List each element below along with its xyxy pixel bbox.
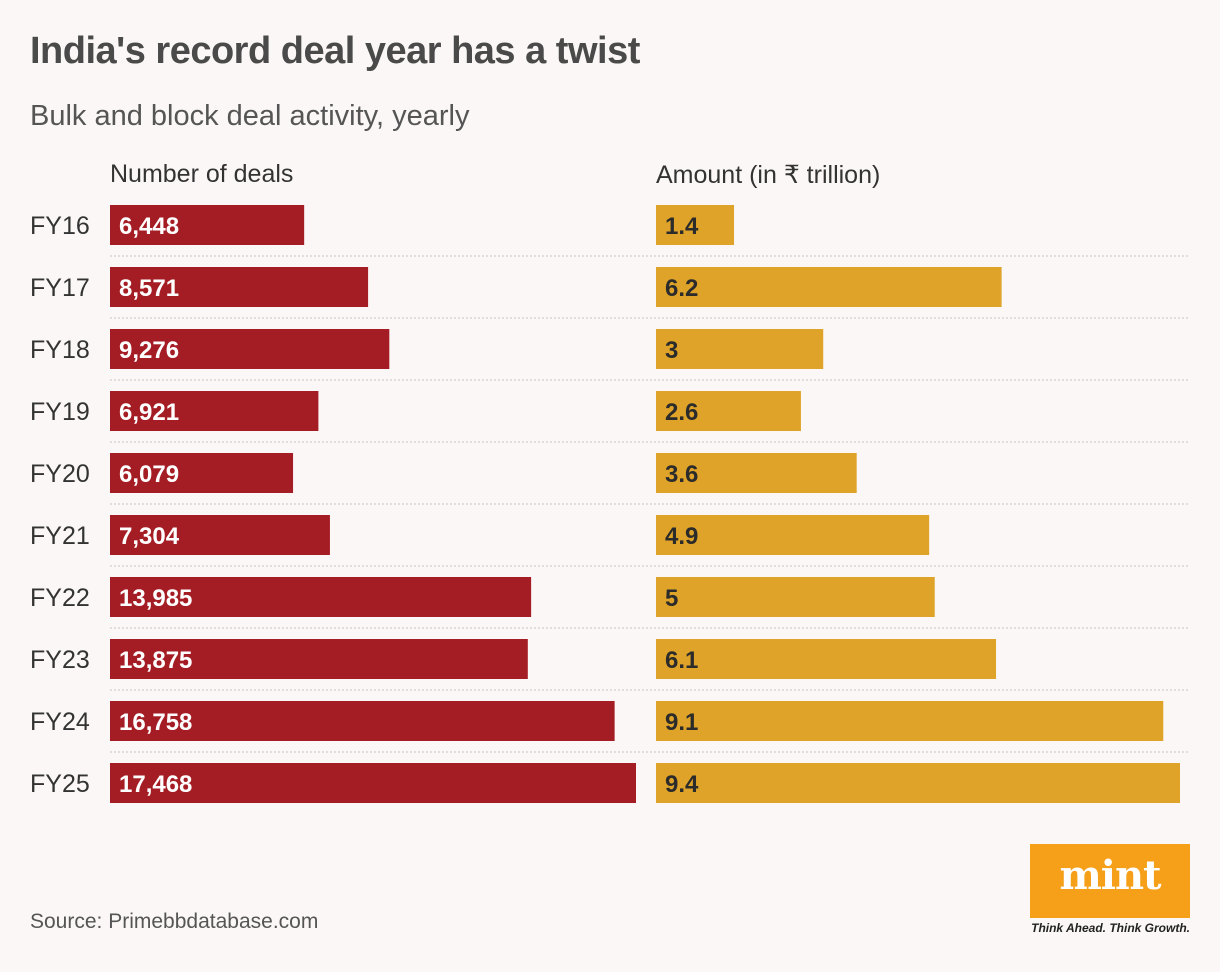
amount-data-label: 9.1 — [665, 709, 698, 736]
deals-bar — [110, 267, 369, 307]
category-label: FY23 — [30, 646, 90, 674]
amount-bar — [656, 267, 1002, 307]
amount-column-header: Amount (in ₹ trillion) — [656, 161, 881, 189]
category-label: FY20 — [30, 460, 90, 488]
amount-bar — [656, 763, 1180, 803]
amount-bar — [656, 639, 997, 679]
deals-data-label: 8,571 — [119, 275, 179, 302]
amount-data-label: 6.2 — [665, 275, 698, 302]
logo-tagline: Think Ahead. Think Growth. — [1031, 921, 1190, 935]
chart-title: India's record deal year has a twist — [30, 30, 640, 72]
amount-bar — [656, 453, 857, 493]
deals-bar — [110, 639, 528, 679]
amount-data-label: 4.9 — [665, 523, 698, 550]
amount-data-label: 3.6 — [665, 461, 698, 488]
amount-bar — [656, 205, 735, 245]
amount-data-label: 9.4 — [665, 771, 699, 798]
amount-data-label: 5 — [665, 585, 678, 612]
deals-data-label: 7,304 — [119, 523, 180, 550]
category-label: FY19 — [30, 398, 90, 426]
category-label: FY22 — [30, 584, 90, 612]
deals-bar — [110, 701, 615, 741]
mint-logo: mint — [1030, 844, 1190, 918]
deals-data-label: 6,448 — [119, 213, 179, 240]
source-note: Source: Primebbdatabase.com — [30, 910, 319, 933]
deals-column-header: Number of deals — [110, 160, 294, 188]
deals-bar — [110, 515, 330, 555]
deals-data-label: 17,468 — [119, 771, 192, 798]
category-label: FY25 — [30, 770, 90, 798]
deals-data-label: 6,079 — [119, 461, 179, 488]
deals-bar — [110, 391, 319, 431]
category-label: FY16 — [30, 212, 90, 240]
amount-data-label: 2.6 — [665, 399, 698, 426]
deals-data-label: 16,758 — [119, 709, 192, 736]
amount-bar — [656, 701, 1164, 741]
category-label: FY18 — [30, 336, 90, 364]
amount-data-label: 3 — [665, 337, 678, 364]
category-label: FY21 — [30, 522, 90, 550]
amount-bar — [656, 391, 801, 431]
category-label: FY17 — [30, 274, 90, 302]
deals-bar — [110, 205, 305, 245]
deals-bar — [110, 763, 636, 803]
deals-data-label: 13,985 — [119, 585, 192, 612]
deals-bar — [110, 329, 390, 369]
amount-data-label: 6.1 — [665, 647, 698, 674]
deals-bar — [110, 453, 294, 493]
chart-subtitle: Bulk and block deal activity, yearly — [30, 100, 470, 132]
deals-bar — [110, 577, 532, 617]
amount-bar — [656, 329, 824, 369]
deals-data-label: 6,921 — [119, 399, 179, 426]
logo-wordmark: mint — [1059, 852, 1161, 899]
amount-data-label: 1.4 — [665, 213, 699, 240]
amount-bar — [656, 577, 935, 617]
category-label: FY24 — [30, 708, 90, 736]
deals-data-label: 13,875 — [119, 647, 192, 674]
deals-data-label: 9,276 — [119, 337, 179, 364]
amount-bar — [656, 515, 930, 555]
bar-chart: FY16 6,448 1.4 FY17 8,571 6.2 FY18 9,276 3 FY19 6,… — [30, 205, 1188, 803]
